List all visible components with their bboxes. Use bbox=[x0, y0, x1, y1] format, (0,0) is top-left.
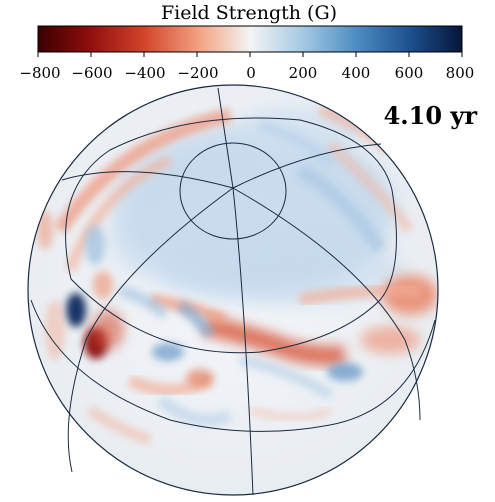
sphere bbox=[27, 84, 439, 496]
colorbar-tick-label: 0 bbox=[246, 64, 256, 82]
magnetic-field-map bbox=[37, 105, 438, 445]
colorbar-tick-label: −600 bbox=[71, 64, 112, 82]
colorbar-tick-label: −200 bbox=[177, 64, 218, 82]
colorbar-tick-label: 200 bbox=[289, 64, 318, 82]
colorbar-tick-label: 600 bbox=[395, 64, 424, 82]
sphere-limb bbox=[27, 84, 439, 496]
colorbar-gradient bbox=[37, 25, 463, 53]
time-label: 4.10 yr bbox=[384, 101, 478, 130]
colorbar-ticks bbox=[37, 52, 463, 57]
colorbar-tick-label: −400 bbox=[124, 64, 165, 82]
colorbar-tick-label: 400 bbox=[342, 64, 371, 82]
colorbar-tick-label: 800 bbox=[446, 64, 475, 82]
colorbar-title: Field Strength (G) bbox=[161, 2, 337, 24]
colorbar: Field Strength (G) −800 −600 −400 −200 0… bbox=[19, 2, 474, 82]
colorbar-tick-label: −800 bbox=[19, 64, 60, 82]
coordinate-grid bbox=[30, 87, 436, 496]
